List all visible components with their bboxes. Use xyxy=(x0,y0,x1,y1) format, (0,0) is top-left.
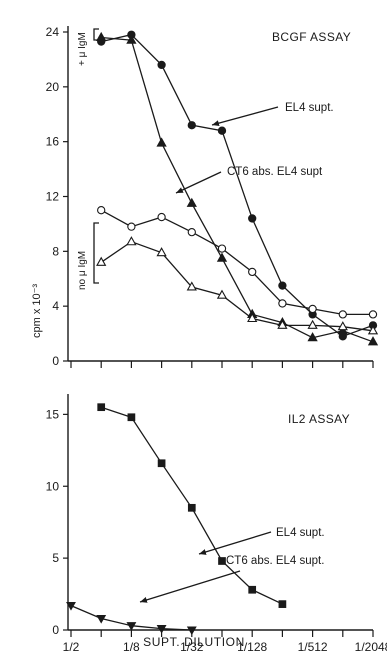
no-igm-bracket xyxy=(93,222,99,284)
il2-x-tick-label: 1/8 xyxy=(123,640,140,654)
il2-y-tick-label: 10 xyxy=(46,479,60,493)
bcgf-y-ticks: 0 4 8 12 16 20 24 xyxy=(46,25,68,368)
bcgf-series-2-point xyxy=(217,244,227,253)
il2-series-1-point xyxy=(186,626,197,636)
il2-series-1-point xyxy=(66,602,76,611)
il2-series-0-point xyxy=(187,503,196,512)
il2-el4-arrow xyxy=(198,531,272,555)
bcgf-series-2-point xyxy=(157,212,166,222)
bcgf-series-3-point xyxy=(367,325,379,335)
il2-series-1-point xyxy=(96,614,107,624)
bcgf-series-2-point xyxy=(97,206,106,215)
bcgf-series-3-point xyxy=(277,319,288,329)
bcgf-series-0-point xyxy=(217,126,227,135)
il2-series-1-point xyxy=(156,625,167,634)
bcgf-series-2-point xyxy=(187,227,196,237)
bcgf-y-tick-label: 12 xyxy=(46,190,60,204)
bcgf-series-3-point xyxy=(216,289,228,299)
plus-igm-bracket xyxy=(93,28,99,41)
il2-series-0-point xyxy=(248,585,257,594)
il2-series-0-point xyxy=(97,403,106,412)
il2-plot-area xyxy=(66,403,287,636)
il2-series-0-point xyxy=(218,557,226,565)
il2-ct6-annotation: CT6 abs. EL4 supt. xyxy=(226,555,324,567)
il2-series-1-point xyxy=(126,622,137,631)
bcgf-series-3-point xyxy=(307,319,318,329)
il2-panel: 0 5 10 15 1/2 1/8 1/32 1/128 1/512 1/2048 IL2 AS… xyxy=(46,394,387,654)
il2-series-0-point xyxy=(278,600,287,608)
bcgf-series-0-point xyxy=(278,281,287,290)
bcgf-y-tick-label: 24 xyxy=(46,25,60,39)
bcgf-y-tick-label: 8 xyxy=(52,244,59,258)
bcgf-series-2-point xyxy=(368,310,378,319)
bcgf-series-2-point xyxy=(308,304,317,314)
bcgf-series-1-point xyxy=(216,252,228,262)
bcgf-series-2-point xyxy=(127,222,136,231)
bcgf-series-3-point xyxy=(337,321,348,331)
bcgf-y-tick-label: 4 xyxy=(52,299,59,313)
bcgf-series-1-point xyxy=(126,34,137,44)
bcgf-y-tick-label: 0 xyxy=(52,354,59,368)
bcgf-series-3-line xyxy=(100,240,374,332)
bcgf-y-axis-label: cpm x 10⁻³ xyxy=(31,284,43,338)
il2-panel-title: IL2 ASSAY xyxy=(288,412,350,426)
bcgf-y-tick-label: 20 xyxy=(46,80,60,94)
bcgf-series-3-point xyxy=(247,312,258,323)
il2-y-ticks: 0 5 10 15 xyxy=(46,407,68,637)
bcgf-series-2-point xyxy=(338,310,347,319)
bcgf-y-tick-label: 16 xyxy=(46,135,60,149)
bcgf-series-3-point xyxy=(126,236,137,246)
bcgf-series-1-point xyxy=(156,137,167,147)
bcgf-series-0-point xyxy=(157,60,166,70)
bcgf-x-ticks xyxy=(70,361,374,368)
il2-y-tick-label: 0 xyxy=(52,623,59,637)
bcgf-el4-arrow xyxy=(211,106,279,127)
bcgf-series-3-point xyxy=(96,256,107,266)
il2-el4-annotation: EL4 supt. xyxy=(276,527,325,539)
bcgf-series-1-point xyxy=(96,31,107,42)
il2-x-ticks: 1/2 1/8 1/32 1/128 1/512 1/2048 xyxy=(63,630,387,654)
bcgf-series-1-line xyxy=(101,36,374,343)
no-igm-label: no μ IgM xyxy=(77,251,88,290)
bcgf-series-1-point xyxy=(307,332,318,342)
bcgf-series-3-point xyxy=(156,247,167,257)
il2-y-tick-label: 15 xyxy=(46,407,60,421)
bcgf-el4-annotation: EL4 supt. xyxy=(285,102,334,114)
il2-x-tick-label: 1/2 xyxy=(63,640,80,654)
il2-series-0-point xyxy=(127,413,136,422)
bcgf-ct6-annotation: CT6 abs. EL4 supt xyxy=(227,166,323,178)
il2-ct6-arrow xyxy=(139,570,241,603)
il2-y-tick-label: 5 xyxy=(52,551,59,565)
bcgf-ct6-arrow xyxy=(175,171,222,194)
il2-x-tick-label: 1/128 xyxy=(237,640,267,654)
bcgf-series-1-point xyxy=(367,336,379,346)
bcgf-series-2-point xyxy=(248,267,257,277)
il2-x-tick-label: 1/32 xyxy=(180,640,204,654)
il2-series-0-point xyxy=(157,459,166,468)
x-axis-label: SUPT. DILUTION xyxy=(143,635,245,649)
bcgf-series-3-point xyxy=(186,281,197,291)
bcgf-series-1-point xyxy=(186,197,197,207)
bcgf-series-0-point xyxy=(187,121,196,130)
bcgf-series-0-line xyxy=(101,33,374,338)
bcgf-panel-title: BCGF ASSAY xyxy=(272,30,351,44)
plus-igm-label: + μ IgM xyxy=(77,32,88,66)
bcgf-plot-area xyxy=(96,30,379,346)
il2-x-tick-label: 1/512 xyxy=(298,640,328,654)
bcgf-series-2-line xyxy=(100,209,373,316)
bcgf-series-0-point xyxy=(248,214,257,223)
bcgf-series-2-point xyxy=(278,299,287,308)
il2-x-tick-label: 1/2048 xyxy=(355,640,387,654)
